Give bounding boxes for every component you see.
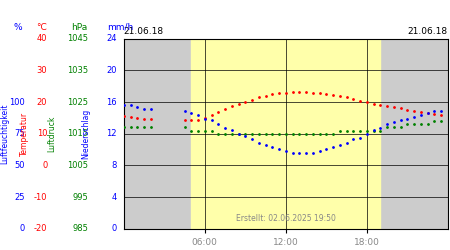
Text: 100: 100 xyxy=(9,98,25,106)
Text: 995: 995 xyxy=(72,192,88,202)
Text: 0: 0 xyxy=(112,224,117,233)
Text: 24: 24 xyxy=(107,34,117,43)
Text: Temperatur: Temperatur xyxy=(20,112,29,156)
Text: 1005: 1005 xyxy=(67,161,88,170)
Bar xyxy=(124,39,191,229)
Text: 50: 50 xyxy=(14,161,25,170)
Text: Luftdruck: Luftdruck xyxy=(47,116,56,152)
Text: 21.06.18: 21.06.18 xyxy=(408,27,448,36)
Text: 0: 0 xyxy=(42,161,47,170)
Text: mm/h: mm/h xyxy=(107,23,133,32)
Text: 21.06.18: 21.06.18 xyxy=(124,27,164,36)
Text: 20: 20 xyxy=(37,98,47,106)
Text: -20: -20 xyxy=(34,224,47,233)
Bar xyxy=(380,39,448,229)
Text: 8: 8 xyxy=(112,161,117,170)
Text: Niederschlag: Niederschlag xyxy=(81,108,90,159)
Text: 12: 12 xyxy=(107,129,117,138)
Text: 985: 985 xyxy=(72,224,88,233)
Text: 1025: 1025 xyxy=(67,98,88,106)
Text: 30: 30 xyxy=(36,66,47,75)
Text: %: % xyxy=(14,23,22,32)
Text: °C: °C xyxy=(36,23,47,32)
Text: Luftfeuchtigkeit: Luftfeuchtigkeit xyxy=(0,104,9,164)
Text: 25: 25 xyxy=(14,192,25,202)
Text: 4: 4 xyxy=(112,192,117,202)
Text: Erstellt: 02.06.2025 19:50: Erstellt: 02.06.2025 19:50 xyxy=(236,214,336,223)
Text: 20: 20 xyxy=(107,66,117,75)
Text: 1045: 1045 xyxy=(67,34,88,43)
Text: 0: 0 xyxy=(19,224,25,233)
Text: -10: -10 xyxy=(34,192,47,202)
Text: 10: 10 xyxy=(37,129,47,138)
Bar xyxy=(191,39,380,229)
Text: 1035: 1035 xyxy=(67,66,88,75)
Text: 1015: 1015 xyxy=(67,129,88,138)
Text: 40: 40 xyxy=(37,34,47,43)
Text: hPa: hPa xyxy=(71,23,87,32)
Text: 75: 75 xyxy=(14,129,25,138)
Text: 16: 16 xyxy=(106,98,117,106)
